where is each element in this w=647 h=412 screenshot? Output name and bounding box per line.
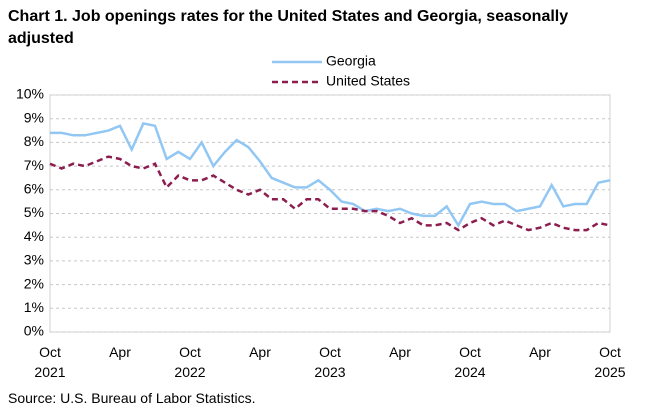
y-tick-label: 6% [24, 181, 44, 197]
source-note: Source: U.S. Bureau of Labor Statistics. [8, 390, 256, 406]
series-line [49, 155, 611, 232]
y-tick-label: 8% [24, 133, 44, 149]
x-tick-label: Oct 2022 [174, 344, 206, 380]
y-tick-label: 4% [24, 228, 44, 244]
x-tick-label: Apr [529, 344, 551, 360]
chart-title: Chart 1. Job openings rates for the Unit… [8, 8, 569, 47]
y-tick-label: 1% [24, 299, 44, 315]
y-tick-label: 5% [24, 204, 44, 220]
x-tick-label: Oct 2024 [454, 344, 486, 380]
y-tick-label: 7% [24, 157, 44, 173]
x-tick-label: Apr [249, 344, 271, 360]
x-tick-label: Oct 2025 [594, 344, 626, 380]
y-tick-label: 10% [16, 86, 44, 102]
x-tick-label: Oct 2021 [34, 344, 66, 380]
x-tick-label: Apr [109, 344, 131, 360]
legend-label: United States [326, 73, 410, 89]
x-tick-label: Apr [389, 344, 411, 360]
y-tick-label: 3% [24, 252, 44, 268]
y-tick-label: 2% [24, 275, 44, 291]
y-tick-label: 9% [24, 109, 44, 125]
series-line [50, 122, 611, 228]
legend-label: Georgia [326, 53, 376, 69]
x-tick-label: Oct 2023 [314, 344, 346, 380]
y-tick-label: 0% [24, 323, 44, 339]
